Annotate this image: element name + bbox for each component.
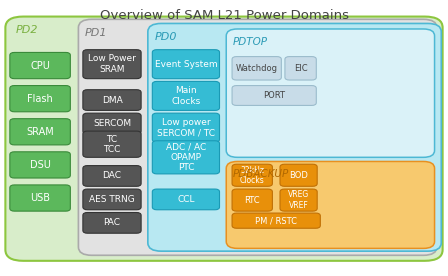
FancyBboxPatch shape	[148, 23, 441, 251]
FancyBboxPatch shape	[152, 50, 220, 79]
FancyBboxPatch shape	[285, 57, 316, 80]
FancyBboxPatch shape	[232, 213, 320, 228]
Text: EIC: EIC	[294, 64, 307, 73]
Text: PDBACKUP: PDBACKUP	[233, 169, 289, 179]
FancyBboxPatch shape	[83, 189, 141, 210]
Text: PD2: PD2	[15, 25, 38, 35]
FancyBboxPatch shape	[152, 189, 220, 210]
Text: VREG
VREF: VREG VREF	[288, 190, 309, 210]
FancyBboxPatch shape	[226, 29, 435, 157]
FancyBboxPatch shape	[232, 86, 316, 105]
FancyBboxPatch shape	[83, 213, 141, 233]
Text: Low Power
SRAM: Low Power SRAM	[88, 54, 136, 74]
Text: 32kHz
Clocks: 32kHz Clocks	[240, 166, 265, 185]
Text: PAC: PAC	[103, 218, 121, 227]
FancyBboxPatch shape	[78, 19, 437, 255]
FancyBboxPatch shape	[280, 164, 317, 186]
Text: Event System: Event System	[155, 60, 217, 69]
FancyBboxPatch shape	[83, 113, 141, 134]
Text: CPU: CPU	[30, 60, 50, 71]
Text: DAC: DAC	[103, 171, 121, 181]
FancyBboxPatch shape	[10, 152, 70, 178]
FancyBboxPatch shape	[5, 17, 443, 261]
FancyBboxPatch shape	[232, 164, 272, 186]
Text: DMA: DMA	[102, 95, 122, 105]
Text: Flash: Flash	[27, 94, 53, 104]
FancyBboxPatch shape	[232, 189, 272, 211]
Text: ADC / AC
OPAMP
PTC: ADC / AC OPAMP PTC	[166, 142, 206, 172]
Text: Watchdog: Watchdog	[236, 64, 278, 73]
Text: USB: USB	[30, 193, 50, 203]
FancyBboxPatch shape	[152, 81, 220, 110]
FancyBboxPatch shape	[152, 141, 220, 174]
Text: DSU: DSU	[30, 160, 51, 170]
Text: BOD: BOD	[289, 171, 308, 180]
Text: SRAM: SRAM	[26, 127, 54, 137]
FancyBboxPatch shape	[83, 50, 141, 79]
Text: PD1: PD1	[85, 28, 108, 38]
Text: Overview of SAM L21 Power Domains: Overview of SAM L21 Power Domains	[99, 9, 349, 22]
FancyBboxPatch shape	[83, 166, 141, 186]
Text: Main
Clocks: Main Clocks	[171, 86, 201, 106]
FancyBboxPatch shape	[83, 131, 141, 157]
FancyBboxPatch shape	[10, 52, 70, 79]
FancyBboxPatch shape	[10, 185, 70, 211]
FancyBboxPatch shape	[152, 113, 220, 142]
Text: CCL: CCL	[177, 195, 195, 204]
Text: PDTOP: PDTOP	[233, 37, 268, 47]
FancyBboxPatch shape	[232, 57, 281, 80]
Text: RTC: RTC	[245, 196, 260, 205]
FancyBboxPatch shape	[83, 90, 141, 110]
FancyBboxPatch shape	[280, 189, 317, 211]
Text: PM / RSTC: PM / RSTC	[255, 216, 297, 225]
FancyBboxPatch shape	[226, 161, 435, 248]
Text: PD0: PD0	[155, 32, 177, 42]
Text: Low power
SERCOM / TC: Low power SERCOM / TC	[157, 118, 215, 137]
Text: SERCOM: SERCOM	[93, 119, 131, 128]
Text: AES TRNG: AES TRNG	[89, 195, 135, 204]
FancyBboxPatch shape	[10, 86, 70, 112]
FancyBboxPatch shape	[10, 119, 70, 145]
Text: TC
TCC: TC TCC	[103, 134, 121, 154]
Text: PORT: PORT	[263, 91, 285, 100]
